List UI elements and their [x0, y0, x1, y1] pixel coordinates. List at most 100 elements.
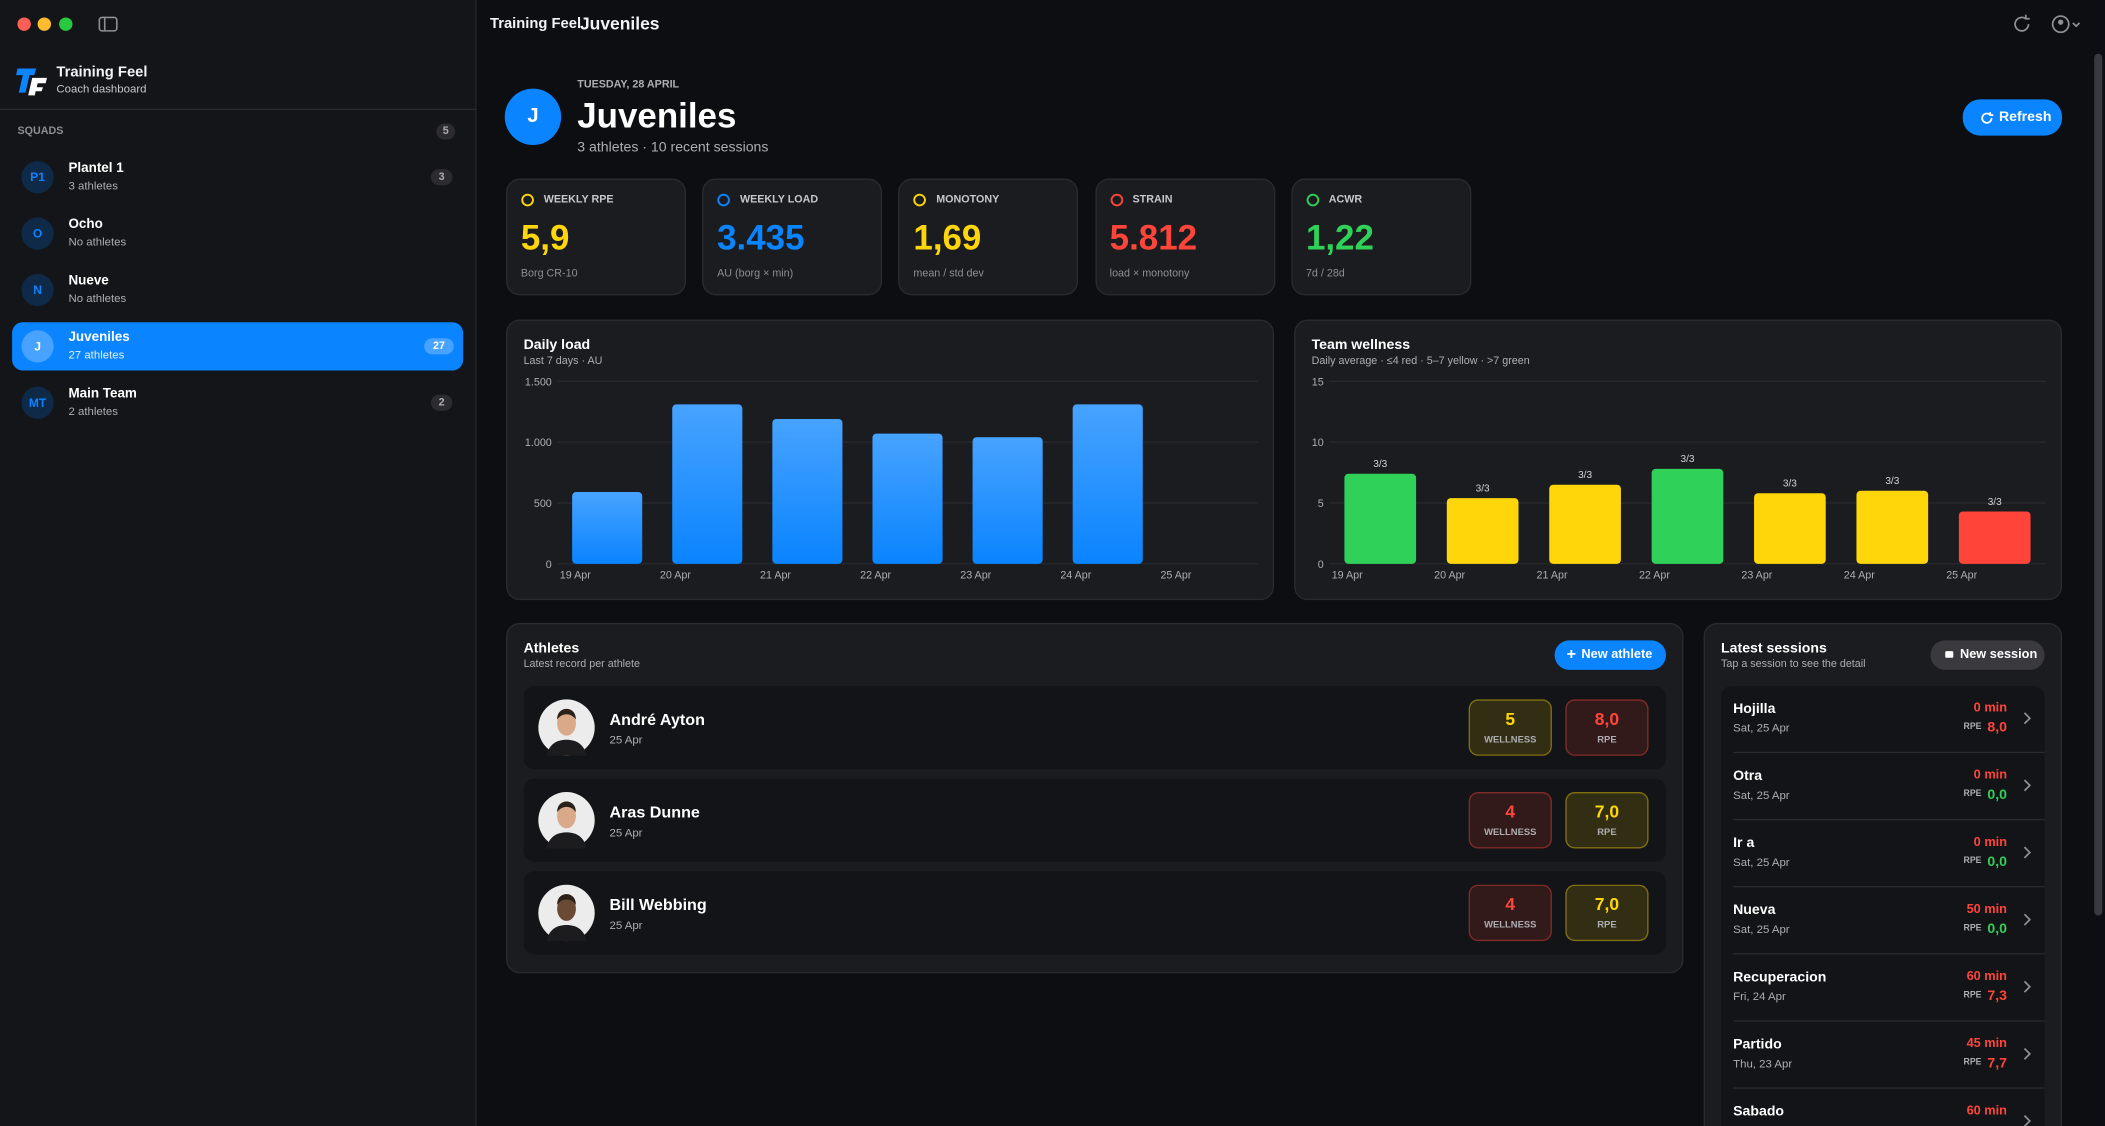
- refresh-label: Refresh: [1998, 108, 2052, 125]
- stat-label: STRAIN: [1132, 193, 1173, 206]
- x-tick-label: 24 Apr: [1844, 570, 1875, 582]
- wellness-value: 4: [1505, 801, 1516, 822]
- chevron: [2023, 712, 2032, 725]
- bar-shine: [772, 418, 843, 564]
- chart-title: Daily load: [523, 336, 591, 353]
- rpe-value: 8,0: [1594, 709, 1620, 730]
- new-session-button[interactable]: New session: [1930, 640, 2045, 670]
- stat-icon: [521, 193, 534, 207]
- chevron: [2023, 1047, 2032, 1060]
- stat-label: WEEKLY LOAD: [739, 193, 819, 206]
- x-tick-label: 24 Apr: [1060, 570, 1091, 582]
- squad-count: 27: [424, 338, 454, 355]
- logo-t: [16, 68, 37, 93]
- session-rpe-label: RPE: [1963, 990, 1982, 1001]
- refresh-button[interactable]: Refresh: [1962, 99, 2063, 136]
- bar-annotation: 3/3: [1681, 454, 1695, 465]
- squad-name: Juveniles: [68, 330, 130, 346]
- header-date: TUESDAY, 28 APRIL: [577, 78, 680, 91]
- x-tick-label: 20 Apr: [660, 570, 691, 582]
- chart-title: Team wellness: [1311, 336, 1411, 353]
- x-tick-label: 25 Apr: [1160, 570, 1191, 582]
- wellness-value: 4: [1505, 894, 1516, 915]
- reload-icon: [2014, 14, 2030, 32]
- squad-row[interactable]: [12, 322, 464, 371]
- account-icon: [2051, 15, 2070, 34]
- stat-card: [1291, 178, 1472, 296]
- session-rpe: 7,7: [1987, 1054, 2007, 1071]
- y-tick-label: 0: [546, 559, 552, 571]
- chevron-glyph: [2023, 779, 2032, 792]
- window-controls: [17, 16, 118, 32]
- rpe-badge: [1565, 792, 1649, 849]
- wellness-badge: [1468, 699, 1552, 756]
- stat-label: MONOTONY: [936, 193, 1000, 206]
- section-count: 5: [436, 123, 456, 140]
- window-app-name: Training Feel: [490, 16, 582, 33]
- brand-name: Training Feel: [56, 64, 148, 82]
- session-rpe: 0,0: [1987, 786, 2007, 803]
- session-list: [1721, 686, 2045, 1126]
- stat-value: 5,9: [520, 218, 570, 259]
- athlete-name: André Ayton: [609, 709, 705, 729]
- squad-subtitle: No athletes: [68, 234, 127, 249]
- session-date: Sat, 25 Apr: [1733, 720, 1790, 735]
- wellness-label: WELLNESS: [1484, 920, 1537, 931]
- session-separator: [1733, 1020, 2045, 1022]
- squad-subtitle: 27 athletes: [68, 347, 125, 361]
- y-tick-label: 500: [534, 498, 552, 510]
- session-name: Partido: [1733, 1035, 1782, 1053]
- rpe-badge: [1565, 884, 1649, 942]
- squad-subtitle: 3 athletes: [68, 178, 118, 192]
- athlete-name: Aras Dunne: [609, 802, 700, 822]
- chevron: [2023, 980, 2032, 993]
- new-athlete-button[interactable]: New athlete +: [1554, 640, 1667, 670]
- stat-value: 1,69: [913, 218, 982, 259]
- chevron-glyph: [2023, 1114, 2032, 1126]
- wellness-badge: [1468, 792, 1552, 849]
- wellness-label: WELLNESS: [1484, 735, 1537, 745]
- bar-shine: [972, 437, 1043, 564]
- squad-avatar: P1: [21, 161, 54, 194]
- bar-shine: [672, 404, 743, 564]
- session-separator: [1733, 953, 2045, 955]
- rpe-label: RPE: [1597, 920, 1617, 931]
- squad-subtitle: 2 athletes: [68, 403, 118, 418]
- y-tick-label: 15: [1312, 376, 1324, 388]
- chart-subtitle: Daily average · ≤4 red · 5–7 yellow · >7…: [1311, 354, 1530, 367]
- chevron: [2023, 1114, 2032, 1126]
- athletes-subtitle: Latest record per athlete: [523, 658, 640, 671]
- header-avatar: J: [504, 88, 562, 145]
- sidebar: [0, 0, 477, 1126]
- new-session-label: New session: [1960, 647, 2038, 662]
- x-tick-label: 22 Apr: [1639, 570, 1670, 582]
- session-rpe: 8,0: [1987, 719, 2007, 736]
- stat-icon-glyph: [913, 193, 927, 207]
- chart-subtitle: Last 7 days · AU: [523, 354, 603, 367]
- photo-body: [546, 832, 587, 849]
- photo-hair: [557, 894, 576, 905]
- y-tick-label: 1.500: [525, 376, 552, 388]
- chevron-glyph: [2023, 846, 2032, 859]
- session-date: Sat, 25 Apr: [1733, 787, 1790, 802]
- stat-value: 1,22: [1305, 218, 1374, 259]
- stat-icon: [717, 193, 731, 207]
- bar: [1344, 473, 1417, 564]
- session-separator: [1733, 751, 2045, 754]
- session-rpe-label: RPE: [1963, 789, 1982, 799]
- photo-face: [557, 804, 576, 829]
- chevron-glyph: [2023, 913, 2032, 926]
- stat-card: [1094, 178, 1275, 296]
- chevron-glyph: [2023, 712, 2032, 725]
- wellness-label: WELLNESS: [1484, 828, 1537, 838]
- session-rpe-label: RPE: [1963, 722, 1982, 732]
- bar-annotation: 3/3: [1988, 497, 2002, 508]
- squad-subtitle: No athletes: [68, 291, 127, 305]
- photo-face: [557, 711, 576, 736]
- stat-note: mean / std dev: [913, 267, 984, 280]
- squad-avatar: MT: [21, 386, 54, 419]
- sessions-subtitle: Tap a session to see the detail: [1721, 658, 1866, 671]
- squad-count: 2: [430, 394, 453, 411]
- account-chevron: [2072, 22, 2081, 28]
